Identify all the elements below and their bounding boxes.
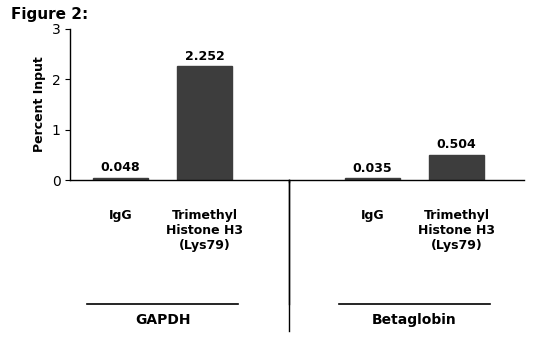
- Text: IgG: IgG: [361, 209, 384, 222]
- Text: GAPDH: GAPDH: [135, 313, 190, 327]
- Bar: [177, 67, 232, 180]
- Text: 0.048: 0.048: [101, 161, 140, 174]
- Text: 0.035: 0.035: [353, 162, 393, 175]
- Text: 0.504: 0.504: [437, 138, 476, 151]
- Y-axis label: Percent Input: Percent Input: [33, 57, 46, 152]
- Text: Trimethyl
Histone H3
(Lys79): Trimethyl Histone H3 (Lys79): [418, 209, 495, 252]
- Text: Trimethyl
Histone H3
(Lys79): Trimethyl Histone H3 (Lys79): [166, 209, 243, 252]
- Text: Figure 2:: Figure 2:: [11, 7, 88, 22]
- Bar: [429, 154, 484, 180]
- Bar: [345, 178, 400, 180]
- Text: IgG: IgG: [109, 209, 132, 222]
- Text: Betaglobin: Betaglobin: [372, 313, 457, 327]
- Text: 2.252: 2.252: [185, 50, 225, 63]
- Bar: [93, 177, 148, 180]
